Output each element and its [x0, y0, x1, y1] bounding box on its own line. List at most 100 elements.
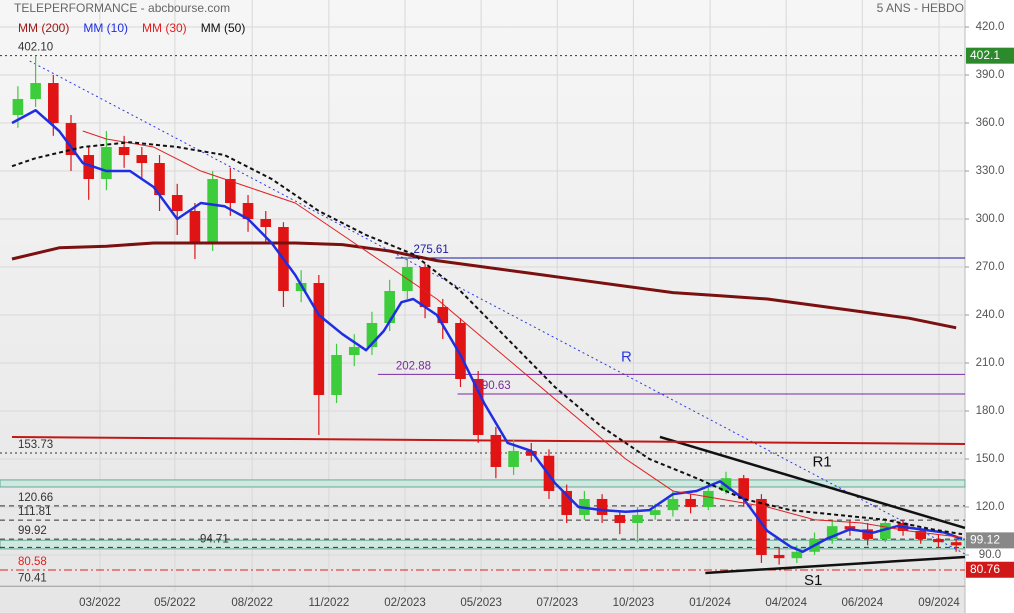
- candle-body: [614, 514, 626, 523]
- candle-body: [472, 378, 484, 435]
- candle-body: [207, 179, 218, 244]
- x-tick-label: 11/2022: [309, 597, 350, 609]
- legend-entry: MM (50): [201, 21, 246, 35]
- y-tick-label: 180.0: [976, 405, 1005, 417]
- level-label: 120.66: [18, 492, 53, 504]
- candle-body: [773, 554, 785, 559]
- x-tick-label: 10/2023: [613, 597, 655, 609]
- candle-body: [331, 354, 342, 395]
- candle-body: [101, 147, 112, 180]
- candle-body: [791, 551, 803, 559]
- candle-body: [12, 99, 24, 116]
- y-tick-label: 240.0: [976, 309, 1005, 321]
- moving-average: [11, 108, 963, 554]
- trendline: [705, 555, 966, 575]
- legend-entry: MM (200): [18, 21, 69, 35]
- candle-body: [30, 83, 41, 100]
- x-tick-label: 09/2024: [918, 597, 960, 609]
- trendline: [659, 435, 966, 530]
- candle-body: [189, 211, 201, 244]
- price-badge-label: 402.1: [970, 48, 1000, 62]
- level-label: 80.58: [18, 556, 47, 568]
- candle-body: [260, 219, 272, 228]
- candle-body: [756, 498, 767, 555]
- candle-body: [419, 267, 431, 307]
- zone: [0, 479, 966, 488]
- legend-entry: MM (30): [142, 21, 187, 35]
- candle-body: [508, 450, 519, 467]
- moving-average: [82, 130, 963, 538]
- y-tick-label: 210.0: [976, 357, 1005, 369]
- level-label: 202.88: [396, 360, 431, 372]
- level-label: 275.61: [414, 244, 449, 256]
- candle-body: [490, 434, 502, 467]
- candle-body: [685, 498, 696, 507]
- y-tick-label: 420.0: [976, 21, 1005, 33]
- candle-body: [525, 450, 537, 456]
- trendline-label: S1: [804, 572, 822, 589]
- trendline: [29, 60, 966, 555]
- candle-body: [83, 155, 95, 180]
- level-label: 190.63: [476, 380, 511, 392]
- plot-background: [0, 0, 965, 592]
- legend-entry: MM (10): [83, 21, 128, 35]
- y-tick-label: 330.0: [976, 165, 1005, 177]
- x-axis-background: [0, 592, 965, 613]
- y-tick-label: 390.0: [976, 69, 1005, 81]
- zone: [0, 539, 966, 550]
- chart-title: TELEPERFORMANCE - abcbourse.com: [14, 1, 230, 15]
- price-badge: [966, 532, 1014, 549]
- candle-body: [950, 542, 962, 546]
- y-tick-label: 90.0: [979, 549, 1001, 561]
- y-tick-label: 300.0: [976, 213, 1005, 225]
- candle-body: [862, 529, 873, 539]
- x-tick-label: 06/2024: [842, 597, 884, 609]
- y-axis-background: [965, 0, 1014, 613]
- chart-subtitle: 5 ANS - HEBDO: [877, 1, 964, 15]
- candle-body: [65, 123, 77, 156]
- price-badge: [966, 561, 1014, 578]
- x-tick-label: 07/2023: [536, 597, 578, 609]
- candle-body: [880, 522, 891, 539]
- level-label: 94.71: [200, 533, 229, 545]
- x-tick-label: 03/2022: [79, 597, 121, 609]
- candle-body: [313, 283, 325, 395]
- y-tick-label: 120.0: [976, 501, 1005, 513]
- x-tick-label: 01/2024: [689, 597, 731, 609]
- candle-body: [384, 291, 395, 323]
- x-tick-label: 02/2023: [384, 597, 426, 609]
- candle-body: [47, 83, 59, 124]
- price-badge-label: 80.76: [970, 562, 1000, 576]
- candle-body: [702, 490, 714, 507]
- candle-body: [366, 322, 378, 347]
- level-label: 402.10: [18, 42, 53, 54]
- candle-body: [242, 203, 254, 220]
- candle-body: [154, 163, 165, 196]
- candle-body: [844, 526, 856, 530]
- candle-body: [225, 179, 236, 204]
- candle-body: [455, 322, 466, 379]
- x-tick-label: 04/2024: [765, 597, 807, 609]
- candle-body: [649, 510, 661, 515]
- trendline-label: R1: [812, 453, 831, 470]
- candle-body: [933, 538, 944, 543]
- candle-body: [596, 498, 608, 515]
- candle-body: [437, 306, 449, 323]
- candle-body: [118, 147, 130, 156]
- price-badge-label: 99.12: [970, 533, 1000, 547]
- level-label: 70.41: [18, 572, 47, 584]
- level-label: 153.73: [18, 439, 53, 451]
- price-badge: [966, 47, 1014, 64]
- candle-body: [348, 346, 360, 355]
- candle-body: [738, 478, 750, 499]
- level-label: 111.81: [18, 506, 51, 518]
- y-tick-label: 150.0: [976, 453, 1005, 465]
- trendline: [11, 435, 966, 445]
- trendline-label: R: [621, 349, 632, 366]
- candle-body: [915, 530, 927, 539]
- candle-body: [561, 490, 572, 515]
- y-tick-label: 360.0: [976, 117, 1005, 129]
- x-tick-label: 08/2022: [231, 597, 273, 609]
- moving-average: [11, 241, 957, 330]
